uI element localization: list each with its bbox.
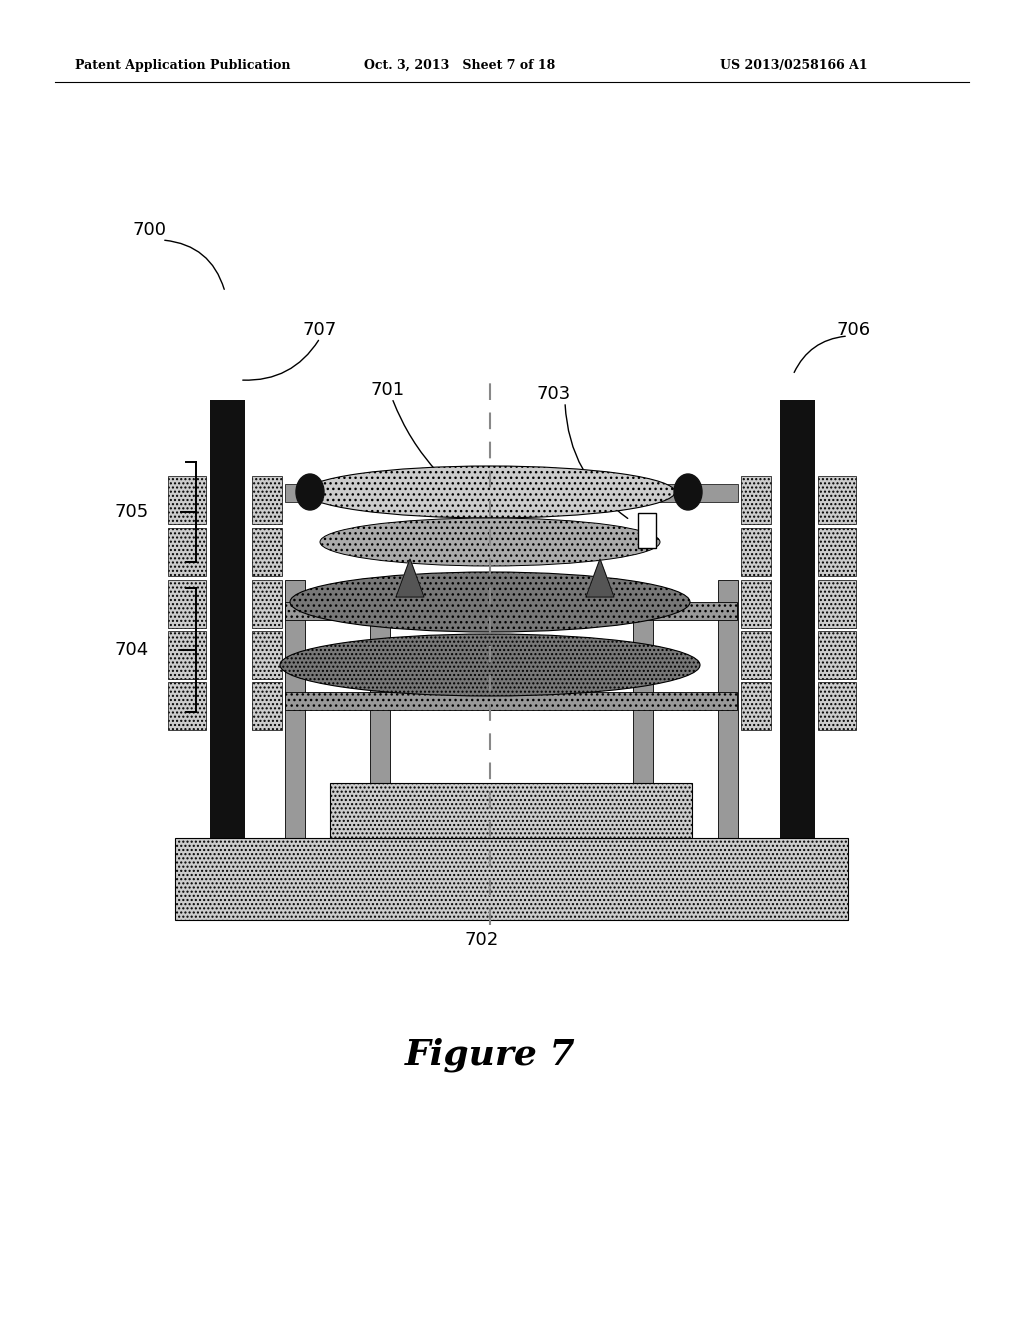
Text: 706: 706 — [836, 321, 870, 339]
Bar — [175, 838, 848, 920]
Text: 707: 707 — [303, 321, 337, 339]
Bar — [252, 528, 282, 576]
Bar — [252, 631, 282, 678]
Bar — [370, 590, 390, 870]
Text: US 2013/0258166 A1: US 2013/0258166 A1 — [720, 58, 867, 71]
Bar — [718, 579, 738, 890]
Ellipse shape — [290, 572, 690, 632]
Bar — [168, 528, 206, 576]
Bar — [818, 528, 856, 576]
Bar — [741, 682, 771, 730]
Bar — [168, 682, 206, 730]
Text: 704: 704 — [115, 642, 150, 659]
Bar — [168, 477, 206, 524]
Bar — [818, 477, 856, 524]
Bar — [168, 631, 206, 678]
Ellipse shape — [674, 474, 702, 510]
Bar — [285, 602, 737, 620]
Bar — [252, 682, 282, 730]
Text: 705: 705 — [115, 503, 150, 521]
Bar — [638, 513, 656, 548]
Bar — [210, 400, 245, 920]
Bar — [633, 590, 653, 870]
Text: 703: 703 — [536, 385, 570, 403]
Bar — [252, 477, 282, 524]
Bar — [252, 579, 282, 628]
Text: Oct. 3, 2013   Sheet 7 of 18: Oct. 3, 2013 Sheet 7 of 18 — [365, 58, 556, 71]
Ellipse shape — [296, 474, 324, 510]
Text: Figure 7: Figure 7 — [404, 1038, 575, 1072]
Bar — [285, 579, 305, 890]
Text: 700: 700 — [133, 220, 167, 239]
Polygon shape — [396, 558, 424, 597]
Bar — [741, 528, 771, 576]
Polygon shape — [586, 558, 614, 597]
Ellipse shape — [305, 466, 675, 517]
Text: Patent Application Publication: Patent Application Publication — [75, 58, 291, 71]
Bar — [818, 682, 856, 730]
Text: 701: 701 — [370, 381, 404, 399]
Bar — [741, 477, 771, 524]
Bar — [780, 400, 815, 920]
Text: 702: 702 — [464, 931, 499, 949]
Ellipse shape — [319, 517, 660, 566]
Bar — [168, 579, 206, 628]
Bar — [330, 783, 692, 838]
Bar — [648, 484, 738, 502]
Bar — [741, 579, 771, 628]
Bar — [818, 631, 856, 678]
Bar — [285, 692, 737, 710]
Bar — [818, 579, 856, 628]
Bar — [285, 484, 375, 502]
Ellipse shape — [280, 634, 700, 696]
Bar — [741, 631, 771, 678]
